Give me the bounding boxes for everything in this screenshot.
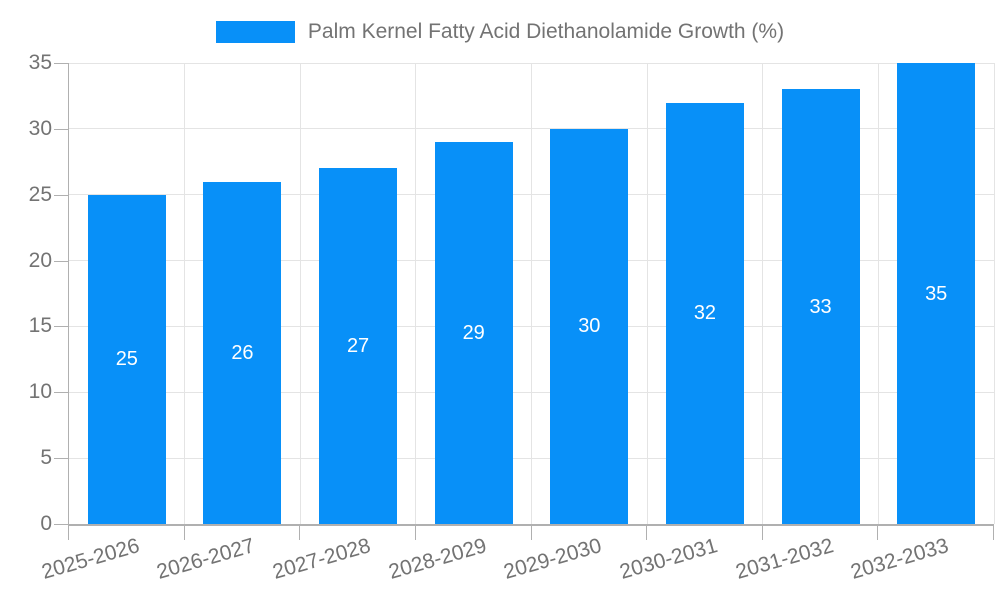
- x-tick-label: 2031-2032: [732, 534, 836, 584]
- y-tick-label: 0: [40, 512, 52, 535]
- y-axis-tick: [54, 524, 68, 525]
- y-axis-tick: [54, 63, 68, 64]
- gridline-vertical: [762, 63, 764, 524]
- bar-value-label: 27: [346, 335, 370, 358]
- y-tick-label: 35: [28, 51, 52, 74]
- x-axis-tick: [299, 524, 301, 540]
- x-tick-label: 2025-2026: [38, 534, 142, 584]
- bar-value-label: 35: [925, 282, 948, 305]
- y-tick-label: 15: [28, 314, 52, 338]
- x-tick-label: 2027-2028: [270, 534, 374, 584]
- y-tick-label: 20: [28, 248, 52, 272]
- bar-value-label: 26: [231, 341, 254, 364]
- x-axis-tick: [646, 524, 648, 540]
- x-tick-label: 2030-2031: [617, 534, 721, 584]
- y-tick-label: 5: [40, 446, 52, 470]
- gridline-vertical: [531, 63, 532, 524]
- x-axis-tick: [414, 524, 416, 540]
- gridline-vertical: [415, 63, 417, 524]
- bar-2031-2032[interactable]: 33: [781, 89, 860, 524]
- bar-value-label: 29: [462, 322, 485, 344]
- gridline-vertical: [993, 63, 995, 524]
- bar-2028-2029[interactable]: 29: [434, 142, 513, 524]
- gridline-vertical: [877, 63, 879, 524]
- x-axis-tick: [68, 524, 69, 540]
- y-axis-tick: [54, 194, 68, 196]
- x-axis-tick: [530, 524, 532, 540]
- bar-2030-2031[interactable]: 32: [665, 102, 744, 524]
- y-tick-label: 10: [28, 380, 52, 404]
- gridline-vertical: [299, 63, 301, 524]
- bar-2026-2027[interactable]: 26: [203, 181, 282, 524]
- x-tick-label: 2029-2030: [501, 534, 605, 584]
- y-axis-tick: [54, 326, 68, 328]
- x-axis-tick: [183, 524, 185, 540]
- bar-2025-2026[interactable]: 25: [87, 194, 166, 524]
- bar-2027-2028[interactable]: 27: [319, 168, 398, 524]
- bar-value-label: 32: [693, 302, 717, 325]
- x-tick-label: 2026-2027: [154, 534, 258, 584]
- y-axis-tick: [54, 128, 68, 130]
- chart-legend[interactable]: Palm Kernel Fatty Acid Diethanolamide Gr…: [0, 17, 1000, 47]
- x-tick-label: 2028-2029: [385, 534, 489, 584]
- y-tick-label: 25: [28, 182, 52, 206]
- y-tick-label: 30: [28, 116, 52, 140]
- bar-value-label: 33: [809, 295, 832, 318]
- y-axis-tick: [54, 260, 68, 262]
- x-tick-label: 2032-2033: [848, 534, 952, 584]
- bar-2032-2033[interactable]: 35: [897, 63, 976, 524]
- x-axis-tick: [993, 524, 994, 540]
- bar-value-label: 30: [578, 315, 601, 338]
- y-axis-tick: [54, 392, 68, 394]
- gridline-vertical: [646, 63, 648, 524]
- x-axis-tick: [877, 524, 879, 540]
- legend-swatch: [215, 21, 295, 43]
- bar-value-label: 25: [115, 348, 138, 371]
- bar-2029-2030[interactable]: 30: [550, 128, 629, 524]
- y-axis-tick: [54, 458, 68, 460]
- gridline-vertical: [184, 63, 186, 524]
- legend-label: Palm Kernel Fatty Acid Diethanolamide Gr…: [307, 20, 785, 43]
- x-axis-tick: [761, 524, 763, 540]
- plot-area: 25 26 27 29 30 32 33 35: [68, 62, 995, 526]
